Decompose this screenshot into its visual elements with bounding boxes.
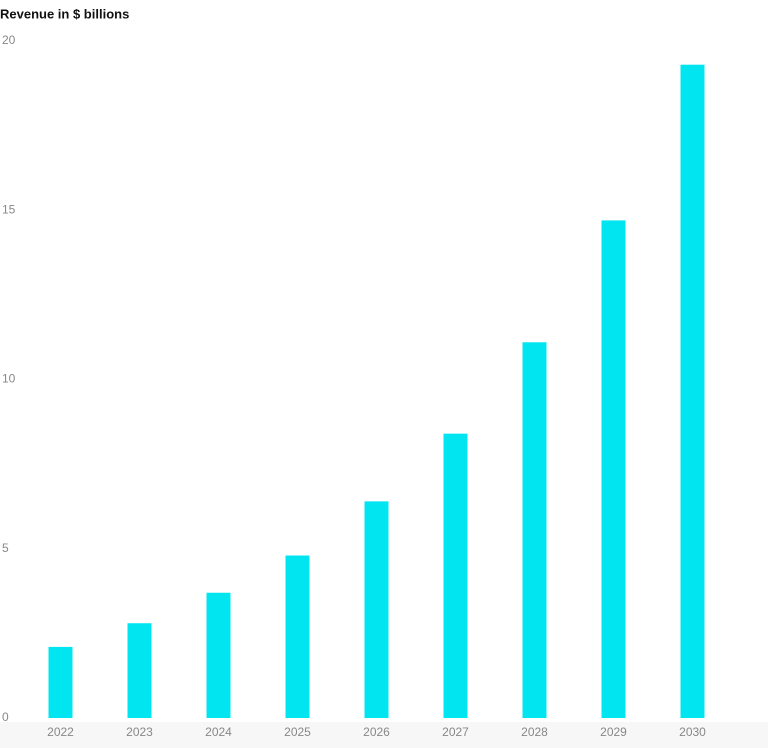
bar xyxy=(443,433,468,718)
y-tick-label: 0 xyxy=(2,710,9,724)
chart-title: Revenue in $ billions xyxy=(0,6,129,21)
x-tick-label: 2023 xyxy=(126,725,153,739)
x-tick-label: 2022 xyxy=(47,725,74,739)
x-tick-label: 2028 xyxy=(521,725,548,739)
bar xyxy=(364,501,389,718)
bar xyxy=(206,592,231,718)
bar xyxy=(601,220,626,718)
x-tick-label: 2025 xyxy=(284,725,311,739)
bar xyxy=(680,64,705,718)
x-tick-label: 2024 xyxy=(205,725,232,739)
bar xyxy=(127,623,152,718)
x-tick-label: 2029 xyxy=(600,725,627,739)
x-tick-label: 2026 xyxy=(363,725,390,739)
bar xyxy=(285,555,310,718)
bar xyxy=(48,646,73,718)
y-tick-label: 20 xyxy=(2,33,16,47)
y-tick-label: 5 xyxy=(2,541,9,555)
footer-band xyxy=(0,722,768,748)
y-tick-label: 15 xyxy=(2,202,16,216)
bar xyxy=(522,342,547,718)
x-tick-label: 2027 xyxy=(442,725,469,739)
x-tick-label: 2030 xyxy=(679,725,706,739)
y-tick-label: 10 xyxy=(2,372,16,386)
